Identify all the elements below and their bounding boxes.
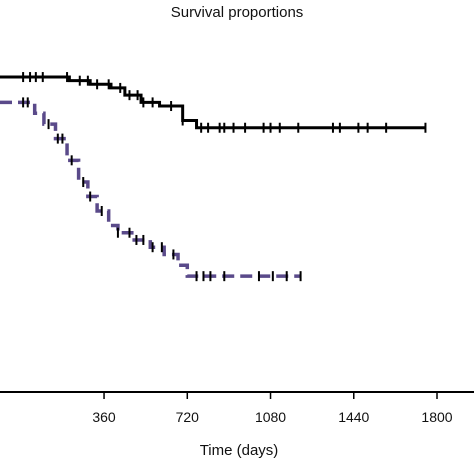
survival-curve <box>0 75 426 130</box>
survival-curve <box>0 100 301 278</box>
series-1 <box>0 72 427 133</box>
x-tick-label: 1800 <box>421 409 452 425</box>
x-tick-label: 1080 <box>255 409 286 425</box>
x-tick-label: 720 <box>176 409 200 425</box>
x-tick-label: 1440 <box>338 409 369 425</box>
x-axis-title: Time (days) <box>200 442 279 459</box>
chart-title: Survival proportions <box>170 4 304 21</box>
x-axis-ticks: 360 720 1080 1440 1800 <box>92 392 453 425</box>
x-tick-label: 360 <box>92 409 116 425</box>
series-layer <box>0 72 427 282</box>
series-2 <box>0 97 302 282</box>
